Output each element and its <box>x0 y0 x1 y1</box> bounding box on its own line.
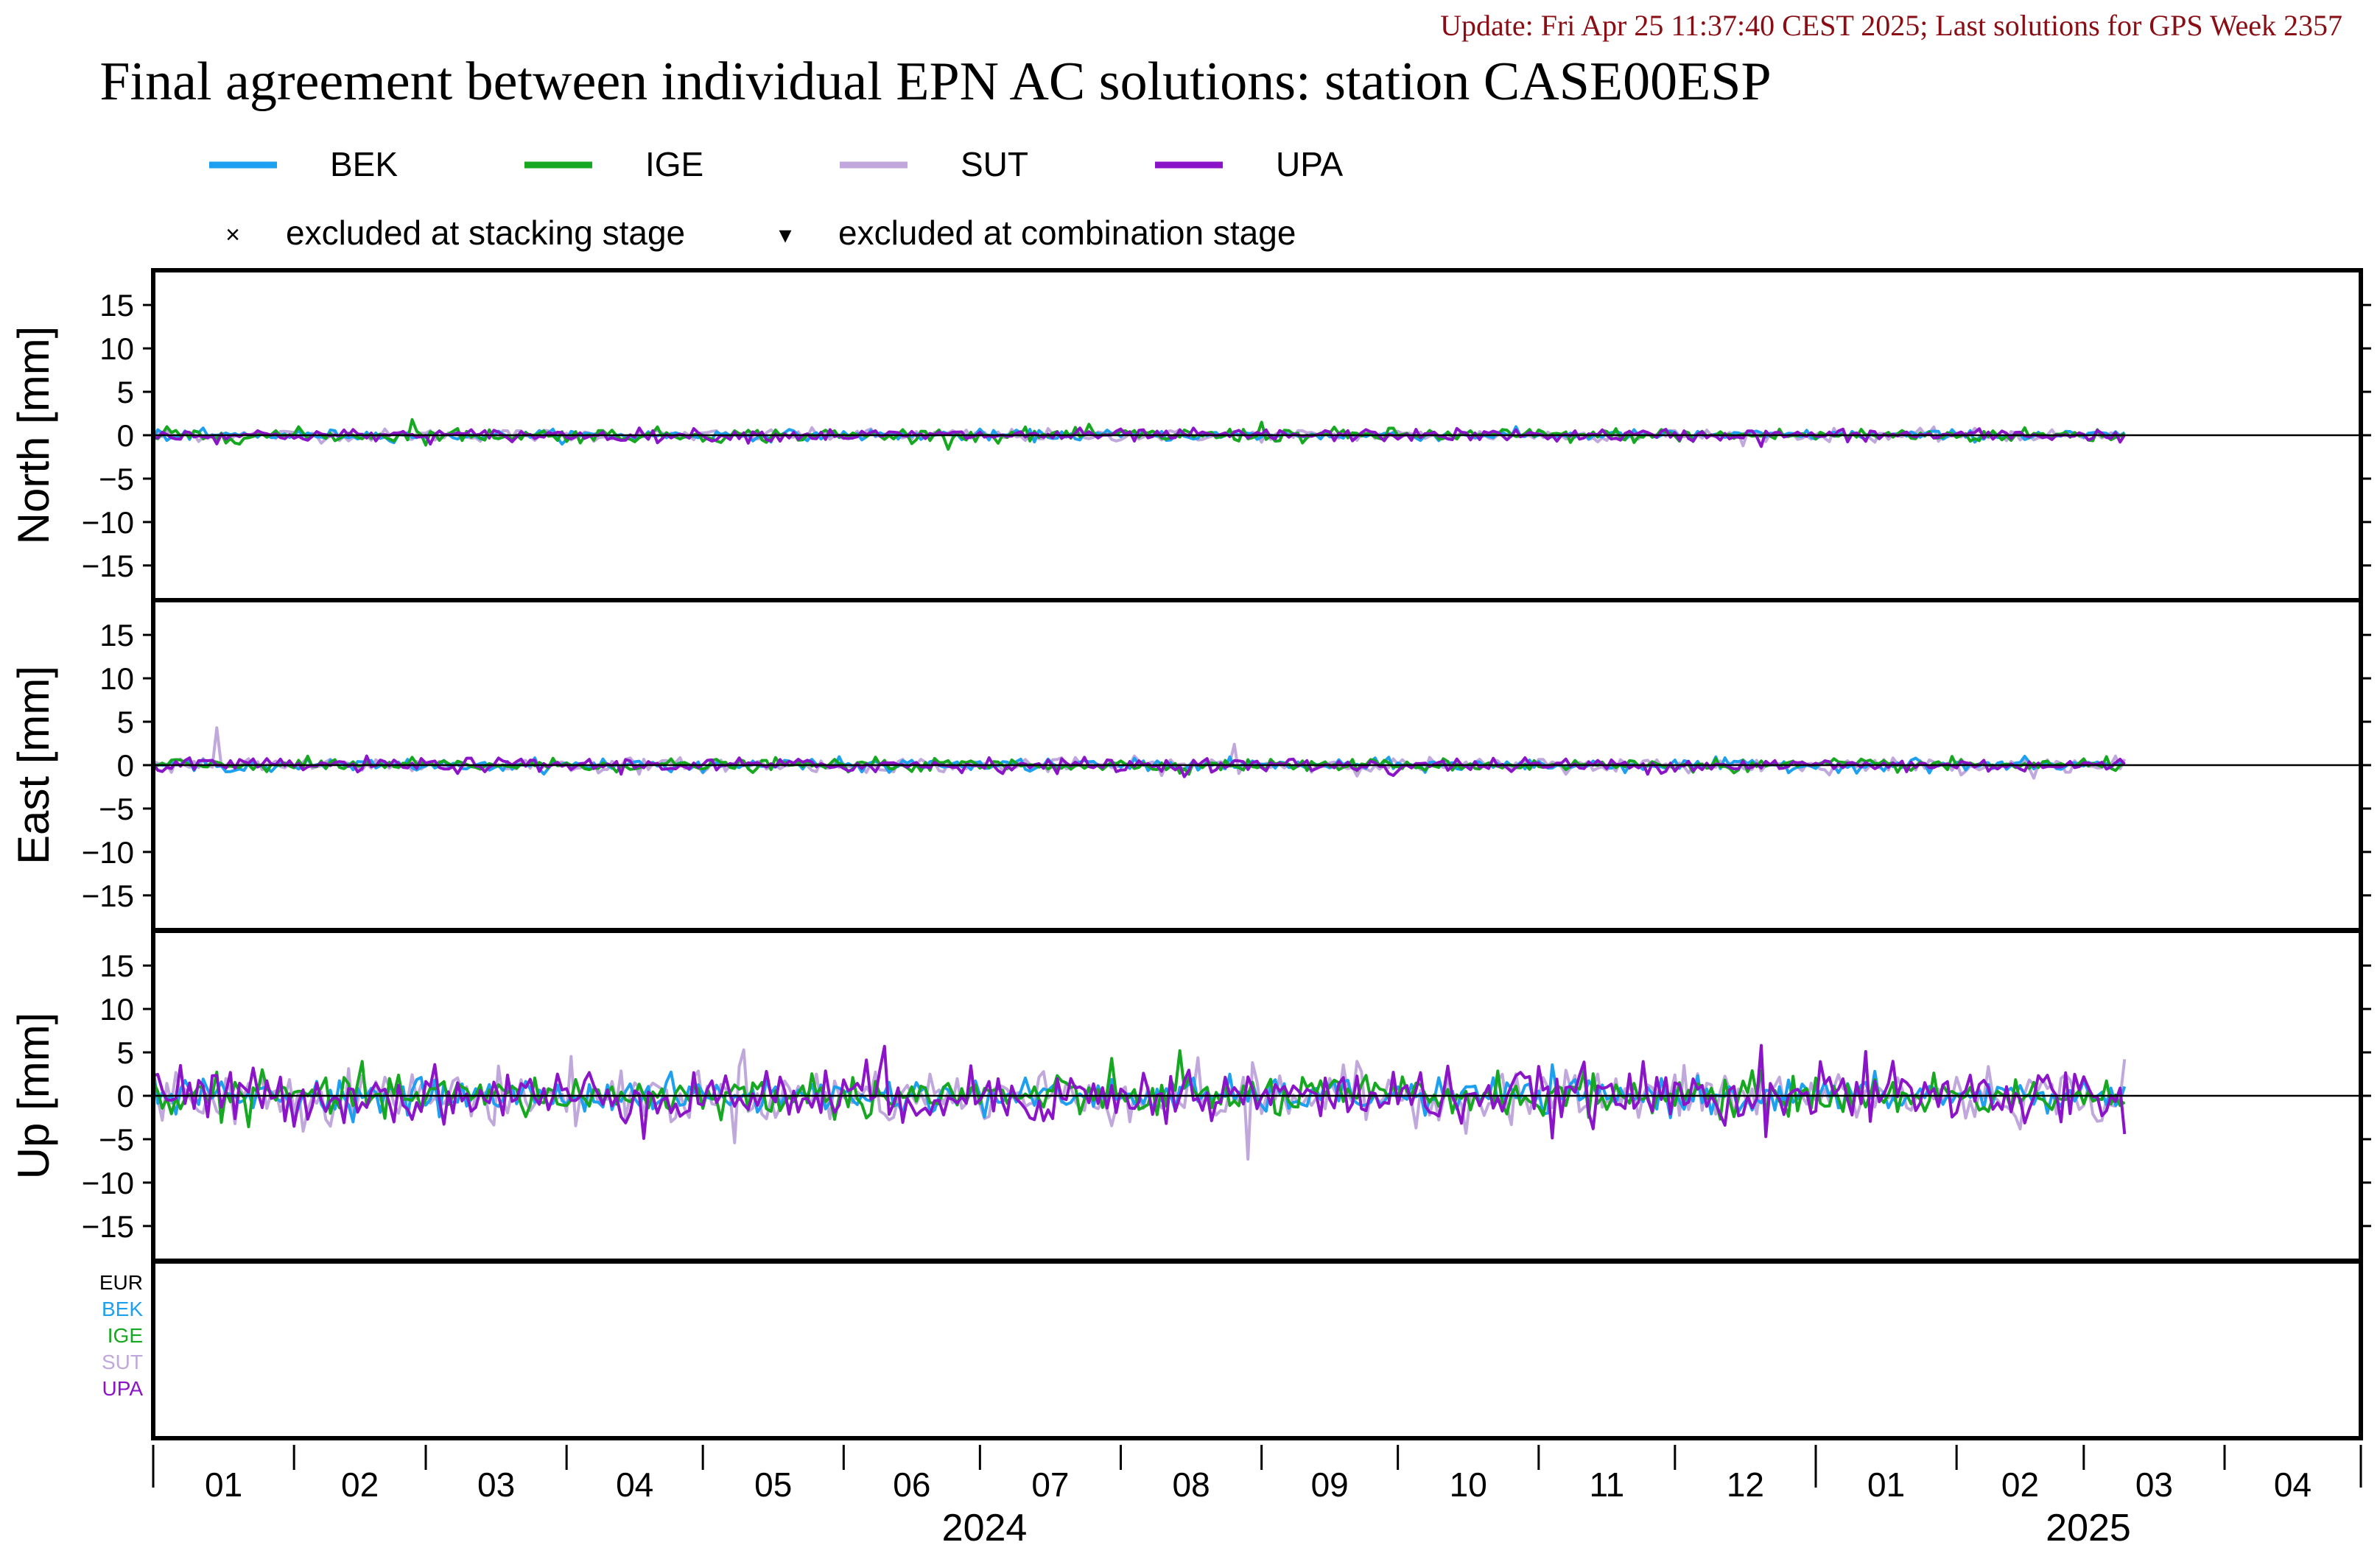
x-month-label: 04 <box>2274 1465 2311 1504</box>
legend: BEK IGE SUT UPA <box>209 145 1343 183</box>
ac-panel: EUR BEK IGE SUT UPA <box>99 1259 2363 1440</box>
ac-label-ige: IGE <box>108 1324 143 1347</box>
marker-label-combination: excluded at combination stage <box>838 214 1296 252</box>
legend-label-bek: BEK <box>330 145 398 183</box>
x-year-label-2024: 2024 <box>942 1507 1028 1545</box>
y-tick-label: 15 <box>99 618 134 652</box>
marker-legend: × excluded at stacking stage ▾ excluded at … <box>225 214 1296 252</box>
ac-label-sut: SUT <box>102 1351 143 1373</box>
y-tick-label: −10 <box>82 505 134 540</box>
update-text: Update: Fri Apr 25 11:37:40 CEST 2025; L… <box>1440 9 2342 42</box>
x-month-label: 01 <box>205 1465 242 1504</box>
ac-label-bek: BEK <box>102 1298 143 1320</box>
legend-item-upa: UPA <box>1155 145 1343 183</box>
x-month-label: 10 <box>1450 1465 1487 1504</box>
x-month-label: 12 <box>1727 1465 1764 1504</box>
x-month-label: 07 <box>1031 1465 1069 1504</box>
y-axis-label-up: Up [mm] <box>9 1013 58 1180</box>
y-tick-label: 10 <box>99 992 134 1027</box>
y-tick-label: −5 <box>99 1122 134 1157</box>
series-line-east-upa <box>152 754 2126 778</box>
ac-panel-frame <box>151 1259 2363 1440</box>
series-line-north-upa <box>152 426 2127 448</box>
legend-item-ige: IGE <box>524 145 703 183</box>
legend-label-sut: SUT <box>961 145 1028 183</box>
y-axis-label-east: East [mm] <box>9 666 58 865</box>
y-tick-label: 0 <box>117 418 134 453</box>
x-month-label: 08 <box>1172 1465 1210 1504</box>
y-tick-label: −5 <box>99 462 134 496</box>
y-tick-label: 15 <box>99 288 134 323</box>
y-tick-label: −5 <box>99 792 134 826</box>
y-tick-label: 0 <box>117 1079 134 1113</box>
marker-symbol-triangle: ▾ <box>779 221 791 249</box>
x-month-label: 09 <box>1311 1465 1349 1504</box>
chart-title: Final agreement between individual EPN A… <box>99 52 1771 112</box>
x-month-label: 11 <box>1589 1465 1624 1504</box>
y-tick-label: 15 <box>99 949 134 983</box>
x-month-label: 02 <box>341 1465 379 1504</box>
marker-label-stacking: excluded at stacking stage <box>286 214 685 252</box>
x-month-label: 05 <box>754 1465 792 1504</box>
y-tick-label: −10 <box>82 835 134 870</box>
x-month-label: 01 <box>1867 1465 1905 1504</box>
ac-label-upa: UPA <box>102 1377 144 1400</box>
y-tick-label: 10 <box>99 661 134 696</box>
x-month-label: 04 <box>616 1465 653 1504</box>
y-tick-label: −15 <box>82 879 134 913</box>
y-tick-label: 5 <box>117 1035 134 1070</box>
y-tick-label: −10 <box>82 1166 134 1200</box>
marker-symbol-cross: × <box>225 221 240 249</box>
y-axis-label-north: North [mm] <box>9 326 58 545</box>
panel-north: 15 10 5 0 −5 −10 −15 North [mm] <box>9 268 2371 602</box>
x-year-label-2025: 2025 <box>2046 1507 2131 1545</box>
legend-item-bek: BEK <box>209 145 398 183</box>
legend-label-upa: UPA <box>1276 145 1343 183</box>
x-month-label: 02 <box>2001 1465 2039 1504</box>
y-tick-label: 5 <box>117 375 134 409</box>
y-tick-label: 0 <box>117 748 134 783</box>
series-line-up-upa <box>152 1044 2127 1140</box>
plot-panels: 15 10 5 0 −5 −10 −15 North [mm] 15 10 5 0 −5 −10 −15 Ea… <box>9 268 2371 1440</box>
x-axis: 01 02 03 04 05 06 07 08 09 10 11 12 01 02 03 04 2024 2025 <box>152 1445 2362 1545</box>
y-tick-label: 5 <box>117 705 134 739</box>
panel-east: 15 10 5 0 −5 −10 −15 East [mm] <box>9 598 2371 932</box>
ac-label-eur: EUR <box>99 1271 143 1294</box>
y-tick-label: −15 <box>82 549 134 583</box>
legend-label-ige: IGE <box>645 145 703 183</box>
y-tick-label: −15 <box>82 1209 134 1244</box>
x-month-label: 06 <box>893 1465 930 1504</box>
y-tick-label: 10 <box>99 331 134 366</box>
x-month-label: 03 <box>477 1465 515 1504</box>
panel-up: 15 10 5 0 −5 −10 −15 Up [mm] <box>9 929 2371 1263</box>
legend-item-sut: SUT <box>840 145 1028 183</box>
x-month-label: 03 <box>2135 1465 2173 1504</box>
